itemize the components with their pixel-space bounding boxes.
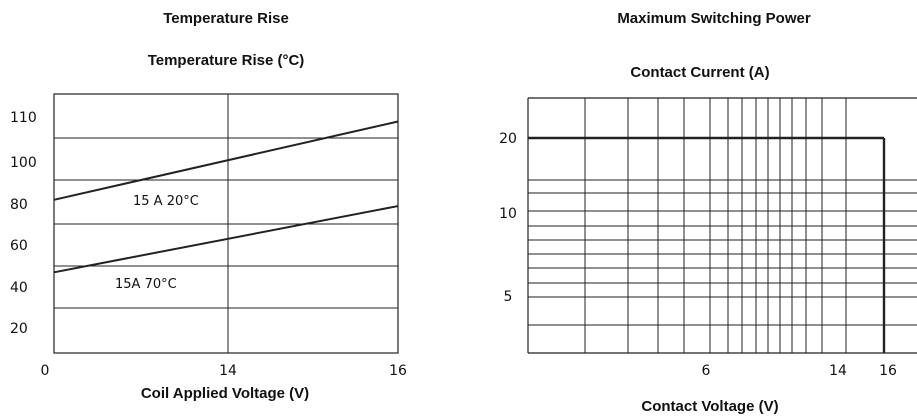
left-x-tick-label: 14 [219,363,237,379]
right-x-tick-label: 14 [829,363,847,379]
left-y-tick-label: 40 [10,280,28,296]
left-series-label: 15A 70°C [115,277,177,292]
left-y-tick-label: 110 [10,110,37,126]
left-y-tick-label: 100 [10,155,37,171]
left-y-tick-label: 60 [10,238,28,254]
left-series-line [54,206,398,272]
left-y-tick-label: 80 [10,197,28,213]
right-y-tick-label: 5 [504,289,513,305]
right-y-tick-label: 10 [499,206,517,222]
right-x-tick-label: 16 [879,363,897,379]
right-y-tick-label: 20 [499,131,517,147]
left-series-label: 15 A 20°C [133,194,199,209]
left-x-tick-label: 16 [389,363,407,379]
left-y-tick-label: 20 [10,321,28,337]
left-series-line [54,122,398,200]
left-x-tick-label: 0 [41,363,50,379]
right-x-tick-label: 6 [702,363,711,379]
